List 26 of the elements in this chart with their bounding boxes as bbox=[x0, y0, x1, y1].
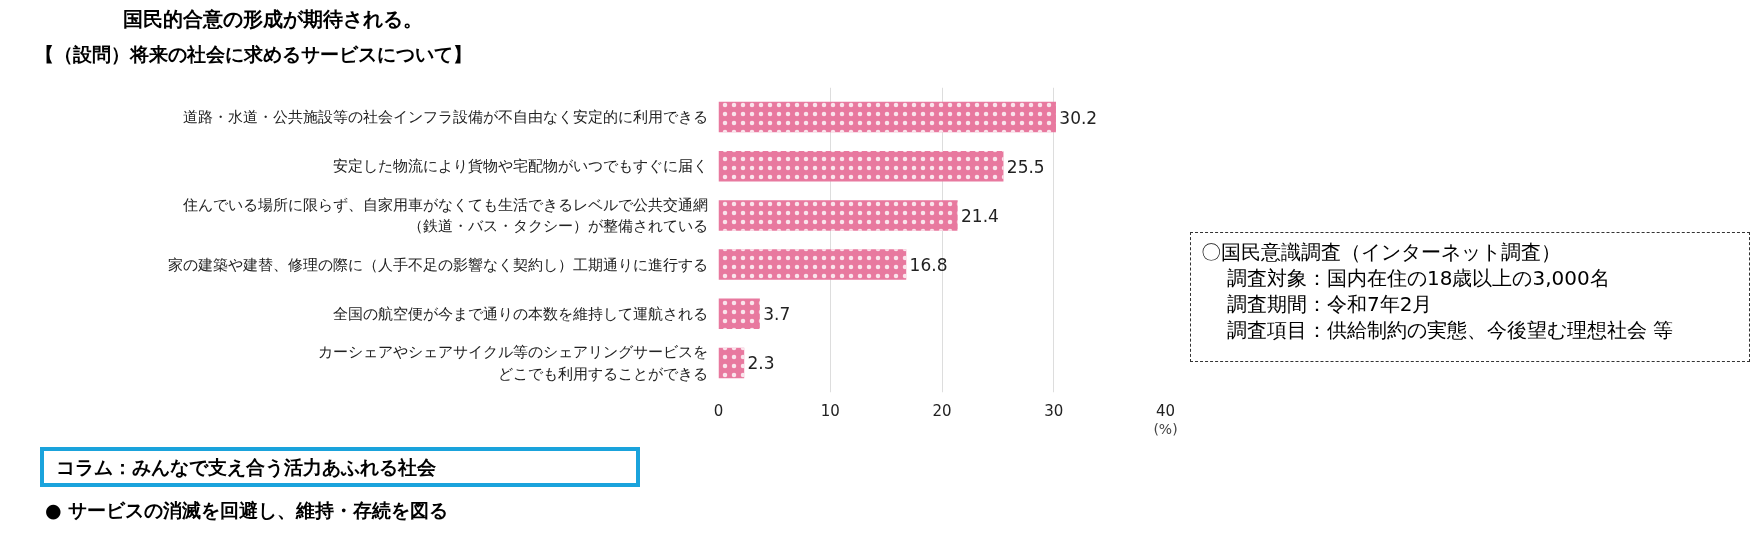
x-axis-title: (%) bbox=[1153, 420, 1178, 437]
x-tick-label: 30 bbox=[1044, 401, 1064, 420]
text: 【（設問）将来の社会に求めるサービスについて】 bbox=[35, 42, 472, 67]
data-label: 21.4 bbox=[961, 205, 999, 226]
text: ● サービスの消滅を回避し、維持・存続を図る bbox=[45, 498, 449, 523]
text: 調査項目：供給制約の実態、今後望む理想社会 等 bbox=[1226, 317, 1674, 343]
data-label: 2.3 bbox=[747, 353, 775, 374]
data-label: 25.5 bbox=[1006, 156, 1045, 177]
x-tick-label: 40 bbox=[1155, 401, 1176, 420]
y-tick-label: 道路・水道・公共施設等の社会インフラ設備が不自由なく安定的に利用できる bbox=[182, 108, 708, 127]
x-tick-label: 0 bbox=[713, 401, 724, 420]
y-tick-label: 全国の航空便が今まで通りの本数を維持して運航される bbox=[332, 304, 708, 323]
text: 国民的合意の形成が期待される。 bbox=[123, 6, 423, 33]
y-tick-label: 住んでいる場所に限らず、自家用車がなくても生活できるレベルで公共交通網（鉄道・バス・タクシー）が整備されている bbox=[181, 195, 708, 236]
data-label: 16.8 bbox=[909, 255, 948, 276]
y-tick-label: 安定した物流により貨物や宅配物がいつでもすぐに届く bbox=[332, 157, 708, 176]
text: コラム：みんなで支え合う活力あふれる社会 bbox=[56, 455, 436, 480]
text: 調査期間：令和7年2月 bbox=[1226, 291, 1434, 317]
y-tick-label: 家の建築や建替、修理の際に（人手不足の影響なく契約し）工期通りに進行する bbox=[167, 255, 708, 274]
text: 調査対象：国内在住の18歳以上の3,000名 bbox=[1226, 265, 1611, 291]
data-label: 30.2 bbox=[1059, 107, 1098, 128]
y-tick-label: カーシェアやシェアサイクル等のシェアリングサービスをどこでも利用することができる bbox=[317, 343, 708, 383]
x-tick-label: 10 bbox=[820, 401, 840, 420]
text: 〇国民意識調査（インターネット調査） bbox=[1201, 239, 1562, 265]
data-label: 3.7 bbox=[763, 304, 791, 325]
x-tick-label: 20 bbox=[932, 401, 952, 420]
